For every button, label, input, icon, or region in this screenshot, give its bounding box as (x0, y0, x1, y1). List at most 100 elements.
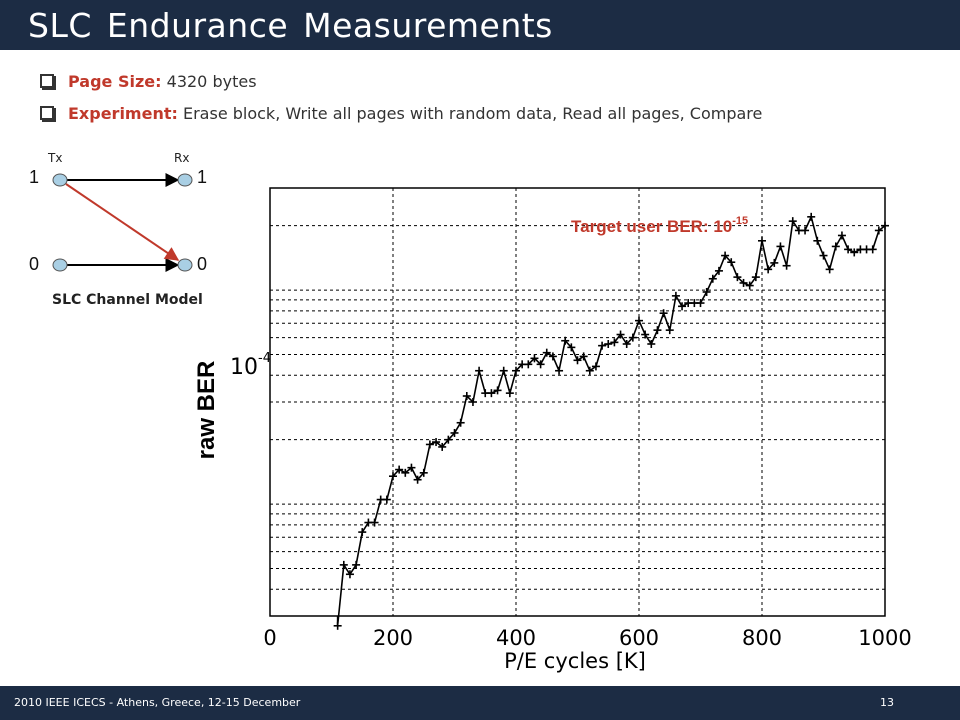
tx-node-0 (52, 258, 68, 272)
rx-label: Rx (174, 151, 190, 165)
data-point-marker (721, 251, 730, 260)
tx-node-1 (52, 173, 68, 187)
data-point-marker (604, 339, 613, 348)
data-point-marker (505, 389, 514, 398)
data-point-marker (591, 362, 600, 371)
x-tick-labels: 0 200 400 600 800 1000 (263, 626, 911, 650)
data-point-marker (702, 287, 711, 296)
chart-grid (269, 188, 886, 616)
y-axis-label: raw BER (193, 361, 220, 460)
data-point-marker (616, 330, 625, 339)
data-point-marker (530, 354, 539, 363)
data-point-marker (807, 212, 816, 221)
data-point-marker (555, 366, 564, 375)
rx-node-0 (177, 258, 193, 272)
data-point-marker (333, 621, 342, 630)
data-point-marker (432, 438, 441, 447)
data-point-marker (819, 251, 828, 260)
target-ber-annotation: Target user BER: 10-15 (571, 215, 748, 236)
data-point-marker (665, 326, 674, 335)
data-point-marker (659, 309, 668, 318)
checkbox-bullet-icon (40, 106, 54, 120)
bullet-experiment: Experiment: Erase block, Write all pages… (40, 104, 762, 123)
tx-symbol-0: 0 (29, 254, 40, 274)
data-point-marker (696, 299, 705, 308)
data-point-marker (733, 273, 742, 282)
data-point-marker (419, 468, 428, 477)
data-point-marker (764, 265, 773, 274)
data-point-marker (813, 236, 822, 245)
data-point-marker (739, 278, 748, 287)
data-point-marker (493, 386, 502, 395)
data-point-marker (831, 242, 840, 251)
data-point-marker (801, 226, 810, 235)
data-point-marker (548, 352, 557, 361)
data-point-marker (628, 333, 637, 342)
rx-node-1 (177, 173, 193, 187)
data-point-marker (542, 348, 551, 357)
data-point-marker (456, 418, 465, 427)
bullet-page-size: Page Size: 4320 bytes (40, 72, 257, 91)
rx-symbol-0: 0 (197, 254, 208, 274)
data-point-marker (567, 343, 576, 352)
slide-title: SLC Endurance Measurements (28, 6, 553, 45)
y-tick-base: 10 (230, 355, 258, 380)
data-point-marker (401, 468, 410, 477)
checkbox-bullet-icon (40, 74, 54, 88)
data-point-marker (844, 245, 853, 254)
data-point-marker (751, 273, 760, 282)
x-axis-label: P/E cycles [K] (504, 649, 646, 673)
page-number: 13 (880, 696, 894, 709)
data-point-marker (622, 339, 631, 348)
data-point-marker (487, 389, 496, 398)
footer-bar: 2010 IEEE ICECS - Athens, Greece, 12-15 … (0, 686, 960, 720)
data-point-marker (561, 336, 570, 345)
data-point-marker (425, 440, 434, 449)
data-point-marker (868, 245, 877, 254)
data-point-marker (468, 398, 477, 406)
data-point-marker (610, 338, 619, 347)
data-point-marker (745, 281, 754, 290)
data-point-marker (770, 258, 779, 267)
data-point-marker (579, 352, 588, 361)
x-tick-label: 1000 (858, 626, 911, 650)
data-point-marker (881, 221, 889, 230)
ber-chart: 0 200 400 600 800 1000 10-4 P/E cycles [K] ra… (193, 187, 912, 673)
data-point-marker (647, 339, 656, 348)
data-point-marker (444, 435, 453, 444)
data-point-marker (370, 518, 379, 527)
tx-symbol-1: 1 (29, 167, 40, 187)
data-point-marker (850, 248, 859, 257)
x-tick-label: 200 (373, 626, 413, 650)
data-point-marker (339, 560, 348, 569)
y-tick-exponent: -4 (258, 351, 271, 366)
bullet-key: Experiment: (68, 104, 178, 123)
data-point-marker (837, 231, 846, 240)
channel-model-caption: SLC Channel Model (52, 292, 203, 308)
data-point-marker (678, 302, 687, 311)
x-tick-label: 600 (619, 626, 659, 650)
data-point-marker (382, 495, 391, 504)
footer-text: 2010 IEEE ICECS - Athens, Greece, 12-15 … (14, 696, 301, 709)
rx-symbol-1: 1 (197, 167, 208, 187)
bullet-text: Erase block, Write all pages with random… (182, 104, 763, 123)
y-tick-label: 10-4 (230, 351, 271, 380)
data-point-marker (874, 226, 883, 235)
data-point-marker (585, 366, 594, 375)
data-point-marker (413, 475, 422, 484)
data-point-marker (714, 266, 723, 275)
data-point-marker (727, 258, 736, 267)
data-point-marker (598, 341, 607, 350)
data-point-marker (512, 366, 520, 375)
data-point-marker (395, 465, 404, 474)
data-point-marker (653, 326, 662, 335)
annotation-text: Target user BER: 10 (571, 217, 732, 236)
data-point-marker (573, 356, 582, 365)
data-point-marker (635, 316, 643, 325)
data-point-marker (389, 472, 397, 481)
data-point-marker (536, 360, 545, 369)
data-point-marker (758, 236, 766, 245)
data-point-marker (462, 392, 471, 401)
x-tick-label: 800 (742, 626, 782, 650)
bullet-text: 4320 bytes (166, 72, 257, 91)
